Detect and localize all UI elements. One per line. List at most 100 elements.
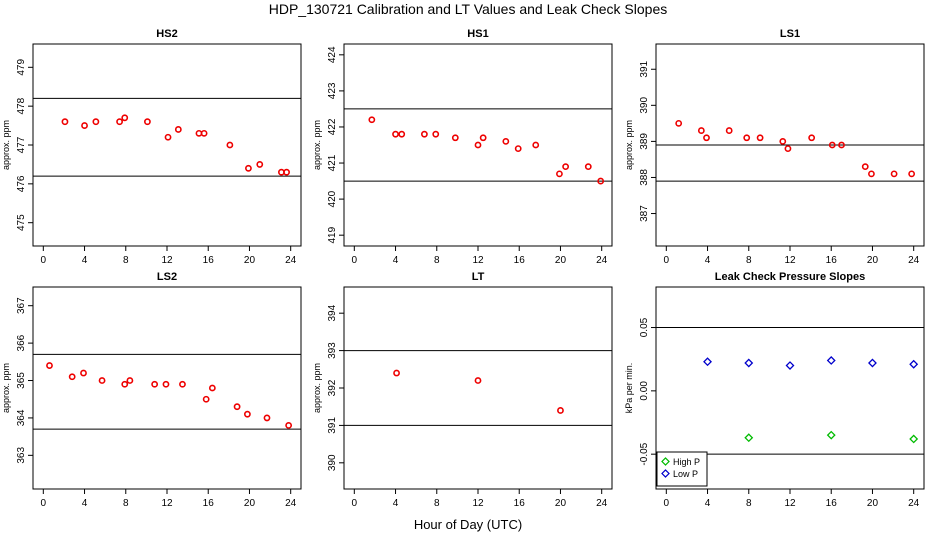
data-point	[703, 357, 712, 367]
data-point	[256, 161, 264, 168]
x-tick-label: 4	[705, 255, 711, 266]
y-tick-label: 393	[327, 342, 338, 359]
data-point	[81, 122, 88, 129]
y-tick-label: 394	[327, 304, 338, 321]
x-tick-label: 20	[555, 498, 567, 509]
legend-label: Low P	[673, 469, 698, 479]
x-tick-label: 16	[203, 255, 215, 266]
y-tick-label: 0.05	[639, 317, 650, 337]
y-tick-label: 420	[327, 190, 338, 207]
data-point	[675, 119, 683, 127]
x-tick-label: 24	[285, 498, 297, 509]
x-tick-label: 20	[244, 255, 256, 266]
x-tick-label: 16	[203, 498, 215, 509]
x-tick-label: 16	[514, 498, 526, 509]
data-point	[174, 126, 182, 133]
chart-panel-4: LS2 0 4 8 12 16 20 24 363 364 365 366 367 approx. ppm	[1, 271, 302, 509]
x-tick-label: 20	[867, 255, 879, 266]
data-point	[562, 163, 570, 171]
x-tick-label: 8	[746, 255, 752, 266]
data-point	[179, 380, 186, 388]
data-point	[392, 130, 399, 138]
y-tick-label: 390	[327, 454, 338, 471]
data-point	[909, 434, 919, 444]
legend-label: High P	[673, 457, 700, 467]
x-tick-label: 24	[596, 255, 608, 266]
data-point	[420, 130, 428, 138]
data-point	[46, 362, 53, 369]
data-point	[151, 380, 159, 388]
x-tick-label: 24	[596, 498, 608, 509]
data-point	[597, 177, 605, 185]
x-tick-label: 12	[161, 498, 173, 509]
y-tick-label: 390	[639, 97, 650, 114]
y-tick-label: 477	[16, 136, 27, 153]
data-point	[514, 145, 522, 153]
data-point	[808, 134, 816, 142]
data-point	[121, 114, 129, 122]
y-tick-label: 391	[327, 417, 338, 434]
data-point	[202, 395, 210, 403]
x-tick-label: 12	[784, 255, 796, 266]
data-point	[162, 380, 170, 388]
data-point	[908, 170, 916, 178]
y-axis-label: kPa per min.	[624, 363, 634, 414]
figure-title: HDP_130721 Calibration and LT Values and…	[268, 1, 668, 17]
x-tick-label: 16	[514, 255, 526, 266]
x-tick-label: 8	[746, 498, 752, 509]
y-axis-label: approx. ppm	[1, 120, 11, 170]
data-point	[779, 137, 787, 145]
data-point	[208, 384, 216, 392]
data-point	[838, 141, 845, 149]
data-point	[92, 118, 100, 126]
data-point	[121, 380, 129, 388]
panel-title: LS1	[780, 28, 800, 40]
y-tick-label: 365	[16, 372, 27, 389]
data-point	[584, 163, 592, 171]
y-tick-label: 476	[16, 175, 27, 192]
y-tick-label: 363	[16, 447, 27, 464]
data-point	[826, 430, 836, 440]
chart-panel-3: LS1 0 4 8 12 16 20 24 387 388 389 390 391 approx. ppm	[624, 28, 925, 266]
data-point	[245, 164, 252, 172]
y-tick-label: 392	[327, 379, 338, 396]
x-tick-label: 0	[664, 255, 670, 266]
data-point	[474, 141, 482, 149]
data-point	[285, 422, 293, 429]
data-point	[98, 377, 106, 384]
data-point	[868, 170, 875, 178]
data-point	[909, 359, 919, 369]
x-tick-label: 12	[472, 255, 484, 266]
y-tick-label: 422	[327, 118, 338, 135]
x-tick-label: 8	[123, 255, 129, 266]
x-tick-label: 20	[867, 498, 879, 509]
data-point	[432, 130, 440, 138]
data-point	[200, 129, 208, 137]
data-point	[126, 377, 134, 384]
data-point	[556, 170, 563, 178]
data-point	[144, 118, 151, 126]
data-point	[557, 407, 564, 414]
data-point	[697, 127, 705, 134]
y-tick-label: 419	[327, 226, 338, 243]
data-point	[532, 141, 540, 149]
data-point	[164, 133, 172, 141]
x-tick-label: 0	[664, 498, 670, 509]
x-tick-label: 24	[908, 255, 920, 266]
y-tick-label: 475	[16, 214, 27, 231]
y-axis-label: approx. ppm	[312, 363, 322, 413]
data-point	[398, 130, 406, 138]
x-tick-label: 12	[161, 255, 173, 266]
data-point	[283, 168, 290, 176]
data-point	[744, 433, 754, 443]
x-tick-label: 0	[352, 498, 358, 509]
y-tick-label: 0.00	[639, 381, 650, 401]
panel-title: HS2	[156, 28, 177, 40]
x-tick-label: 24	[908, 498, 920, 509]
data-point	[826, 355, 836, 365]
y-tick-label: 424	[327, 46, 338, 63]
data-point	[502, 137, 510, 145]
x-tick-label: 4	[393, 498, 399, 509]
